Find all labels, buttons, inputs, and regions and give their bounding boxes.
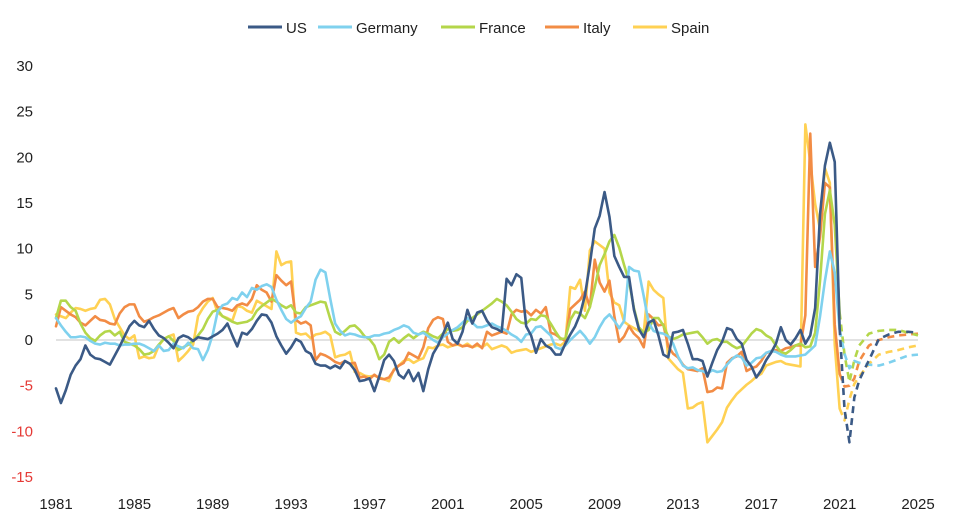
series-line-italy bbox=[54, 132, 841, 394]
series-line-us bbox=[54, 141, 841, 405]
legend-item-spain: Spain bbox=[633, 20, 709, 37]
y-tick-label: -10 bbox=[11, 423, 33, 440]
legend-label: US bbox=[286, 20, 307, 37]
y-tick-label: 30 bbox=[16, 58, 33, 75]
legend: US Germany France Italy Spain bbox=[248, 20, 709, 37]
series-forecast-us bbox=[838, 328, 919, 444]
series-forecast-italy bbox=[838, 332, 919, 388]
x-tick-label: 2021 bbox=[823, 496, 856, 513]
x-tick-label: 1981 bbox=[39, 496, 72, 513]
legend-item-france: France bbox=[441, 20, 526, 37]
legend-item-us: US bbox=[248, 20, 307, 37]
x-tick-label: 1985 bbox=[118, 496, 151, 513]
legend-label: Germany bbox=[356, 20, 418, 37]
y-tick-label: -15 bbox=[11, 469, 33, 486]
x-tick-label: 2001 bbox=[431, 496, 464, 513]
y-tick-label: 0 bbox=[25, 332, 33, 349]
legend-item-italy: Italy bbox=[545, 20, 611, 37]
y-tick-label: 10 bbox=[16, 241, 33, 258]
x-tick-label: 2025 bbox=[901, 496, 934, 513]
series-line-spain bbox=[54, 123, 841, 444]
y-tick-label: 15 bbox=[16, 195, 33, 212]
x-tick-label: 2009 bbox=[588, 496, 621, 513]
y-tick-label: 20 bbox=[16, 149, 33, 166]
legend-label: Spain bbox=[671, 20, 709, 37]
x-tick-label: 2017 bbox=[745, 496, 778, 513]
axes: 30 25 20 15 10 5 0 -5 -10 -15 1981 1985 1989 1993 1997… bbox=[11, 58, 934, 513]
legend-item-germany: Germany bbox=[318, 20, 418, 37]
y-tick-label: 5 bbox=[25, 286, 33, 303]
y-tick-label: -5 bbox=[20, 378, 33, 395]
y-tick-label: 25 bbox=[16, 104, 33, 121]
series-lines bbox=[54, 123, 919, 444]
x-tick-label: 1993 bbox=[274, 496, 307, 513]
legend-label: France bbox=[479, 20, 526, 37]
series-forecast-france bbox=[838, 312, 919, 384]
x-tick-label: 1997 bbox=[353, 496, 386, 513]
x-tick-label: 1989 bbox=[196, 496, 229, 513]
x-tick-label: 2013 bbox=[666, 496, 699, 513]
x-tick-label: 2005 bbox=[509, 496, 542, 513]
series-line-germany bbox=[54, 250, 841, 376]
series-forecast-germany bbox=[838, 329, 919, 370]
legend-label: Italy bbox=[583, 20, 611, 37]
